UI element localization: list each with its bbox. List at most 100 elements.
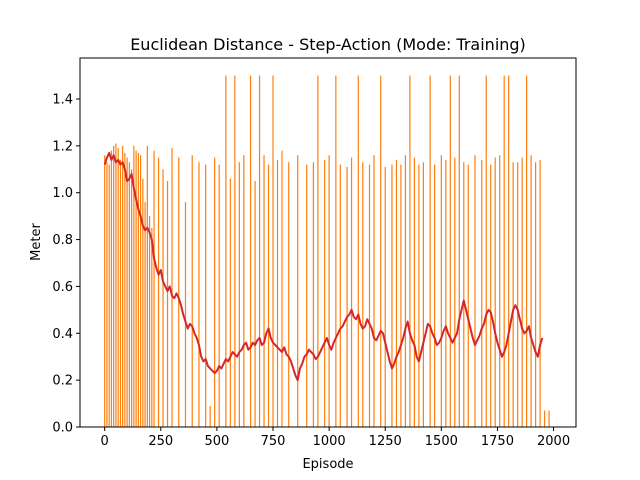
episode-bar <box>508 75 510 427</box>
episode-bar <box>178 157 180 427</box>
y-tick-label: 1.4 <box>52 93 73 108</box>
episode-bar <box>395 159 398 427</box>
episode-bar <box>229 178 231 427</box>
episode-bar <box>151 227 153 427</box>
episode-bar <box>281 150 283 428</box>
episode-bar <box>512 162 514 427</box>
y-tick-label: 1.0 <box>52 186 73 201</box>
episode-bar <box>368 164 371 427</box>
episode-bar <box>124 152 126 427</box>
episode-bar <box>128 162 130 427</box>
rolling-average-line <box>103 151 544 382</box>
episode-bar <box>458 75 460 427</box>
episode-bar <box>166 181 169 427</box>
episode-bar <box>463 162 465 427</box>
y-axis-label: Meter <box>29 223 44 261</box>
episode-bar <box>449 75 451 427</box>
episode-bar <box>530 155 532 428</box>
episode-bar <box>422 162 424 427</box>
episode-bar <box>234 75 236 427</box>
episode-bar <box>272 75 274 427</box>
episode-bar <box>117 148 119 427</box>
episode-bar <box>225 75 227 427</box>
episode-bar <box>108 164 110 427</box>
x-axis: 0 250 500 750 1000 1250 1500 1750 2000 <box>101 427 570 449</box>
episode-bar <box>209 405 211 427</box>
episode-bar <box>548 410 550 427</box>
episode-bar <box>122 145 124 428</box>
episode-bar <box>297 155 299 428</box>
episode-bar <box>400 164 402 427</box>
episode-bar <box>144 202 146 427</box>
episode-bar <box>191 155 193 428</box>
episode-bar <box>171 148 173 427</box>
x-tick-label: 2000 <box>537 434 570 449</box>
episode-bar <box>140 155 142 428</box>
episode-bar <box>131 169 133 428</box>
episode-bar <box>413 157 416 427</box>
episode-bar <box>104 155 106 428</box>
episode-bar <box>258 75 261 427</box>
episode-bar <box>350 157 353 427</box>
episode-bar <box>146 145 148 428</box>
rolling-average-series <box>103 151 544 382</box>
episode-bar <box>362 162 364 427</box>
x-tick-label: 1750 <box>481 434 514 449</box>
episode-bar <box>445 159 447 427</box>
y-axis: 0.0 0.2 0.4 0.6 0.8 1.0 1.2 1.4 <box>52 93 80 436</box>
y-tick-label: 0.8 <box>52 233 73 248</box>
episode-bar <box>288 162 290 427</box>
episode-bar <box>440 155 442 428</box>
episode-bar <box>384 166 386 427</box>
episode-bar <box>214 157 216 427</box>
episode-bar <box>521 157 523 427</box>
episode-bar <box>113 145 115 428</box>
episode-bar <box>119 159 121 427</box>
episode-bar <box>339 164 341 427</box>
episode-bar <box>380 75 382 427</box>
x-tick-label: 0 <box>101 434 109 449</box>
episode-bar <box>306 164 308 427</box>
episode-bar <box>184 202 187 427</box>
episode-bar <box>539 159 541 427</box>
episode-bar <box>474 155 476 428</box>
episode-bar <box>481 159 483 427</box>
x-tick-label: 1500 <box>425 434 458 449</box>
plot-frame <box>79 57 577 428</box>
x-tick-label: 1250 <box>369 434 402 449</box>
x-tick-label: 500 <box>204 434 229 449</box>
episode-bar <box>126 157 128 427</box>
episode-bar <box>543 410 546 427</box>
episode-bar <box>205 164 207 427</box>
episode-bar <box>142 178 144 427</box>
episode-bar <box>485 75 487 427</box>
episode-bar <box>434 164 436 427</box>
episode-bar <box>535 162 537 427</box>
episode-bar <box>373 155 375 428</box>
episode-bar <box>162 169 164 428</box>
episode-bar <box>494 157 496 427</box>
episode-bar <box>404 155 407 428</box>
episode-bar <box>137 152 139 427</box>
episode-bar <box>110 150 113 428</box>
episode-bar <box>243 155 245 428</box>
x-tick-label: 250 <box>148 434 173 449</box>
episode-bar <box>133 145 135 428</box>
episode-bar <box>499 155 501 428</box>
episode-bar <box>317 75 319 427</box>
episode-bar <box>391 164 393 427</box>
x-axis-label: Episode <box>302 457 353 472</box>
episode-bar <box>312 162 315 427</box>
episode-bar <box>115 143 117 427</box>
y-tick-label: 1.2 <box>52 139 73 154</box>
episode-bar <box>276 159 279 427</box>
episode-bar <box>135 150 137 428</box>
episode-bar <box>517 162 519 427</box>
episode-bar <box>263 155 265 428</box>
episode-bar <box>429 75 431 427</box>
episode-bar <box>503 75 505 427</box>
episode-bar <box>254 181 256 427</box>
episode-bar <box>218 164 220 427</box>
episode-bar <box>267 164 270 427</box>
